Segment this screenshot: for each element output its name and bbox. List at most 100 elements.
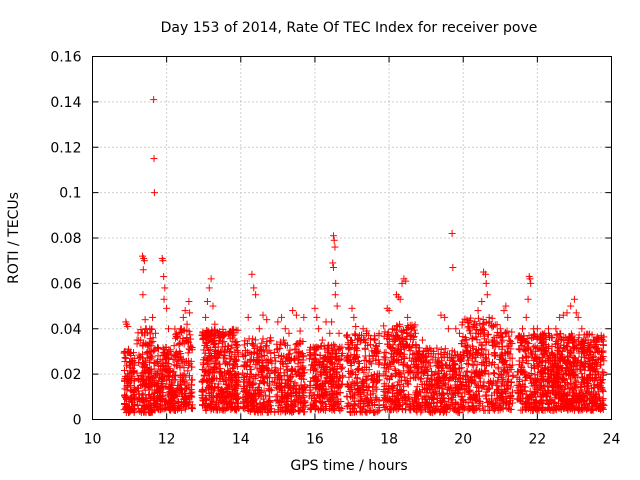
data-point [135, 384, 143, 392]
data-point [126, 407, 134, 415]
data-point [138, 329, 146, 337]
data-point [127, 349, 135, 357]
data-point [500, 307, 508, 315]
data-point [165, 391, 173, 399]
data-point [147, 355, 155, 363]
data-point [150, 96, 158, 104]
data-point [527, 349, 535, 357]
data-point [404, 313, 412, 321]
data-point [136, 353, 144, 361]
data-point [444, 325, 452, 333]
data-point [146, 373, 154, 381]
x-tick-label: 18 [380, 432, 398, 448]
data-point [130, 406, 138, 414]
data-point [150, 189, 158, 197]
y-tick-label: 0.14 [50, 95, 81, 111]
data-point [552, 325, 560, 333]
data-point [527, 279, 535, 287]
data-point [180, 370, 188, 378]
data-point [255, 325, 263, 333]
data-point [125, 371, 133, 379]
data-point [142, 340, 150, 348]
y-tick-label: 0.06 [50, 276, 81, 292]
y-tick-label: 0.1 [59, 186, 81, 202]
data-point [350, 313, 358, 321]
x-tick-label: 22 [528, 432, 546, 448]
data-point [490, 370, 498, 378]
y-tick-label: 0.08 [50, 231, 81, 247]
data-point [171, 325, 179, 333]
data-point [149, 334, 157, 342]
data-point [370, 336, 378, 344]
data-point [417, 375, 425, 383]
data-point [480, 378, 488, 386]
data-point [122, 354, 130, 362]
data-point [483, 291, 491, 299]
data-point [129, 349, 137, 357]
data-point [329, 232, 337, 240]
data-point [504, 313, 512, 321]
data-point [248, 270, 256, 278]
data-point [326, 329, 334, 337]
data-point [143, 341, 151, 349]
data-point [574, 313, 582, 321]
data-point [121, 400, 129, 408]
data-point [332, 279, 340, 287]
data-point [160, 273, 168, 281]
data-point [252, 291, 260, 299]
data-point [154, 343, 162, 351]
data-point [121, 367, 129, 375]
data-point [120, 349, 128, 357]
y-tick-label: 0.04 [50, 322, 81, 338]
data-point [124, 407, 132, 415]
data-point [296, 327, 304, 335]
data-point [144, 382, 152, 390]
data-point [342, 332, 350, 340]
data-point [474, 307, 482, 315]
data-point [147, 339, 155, 347]
data-point [143, 394, 151, 402]
data-point [478, 298, 486, 306]
x-tick-label: 12 [158, 432, 176, 448]
data-point [141, 386, 149, 394]
x-tick-label: 24 [603, 432, 621, 448]
data-points [120, 96, 608, 417]
data-point [124, 370, 132, 378]
data-point [184, 367, 192, 375]
data-point [207, 275, 215, 283]
data-point [139, 291, 147, 299]
data-point [274, 318, 282, 326]
y-tick-label: 0.02 [50, 367, 81, 383]
data-point [544, 325, 552, 333]
data-point [292, 311, 300, 319]
data-point [335, 329, 343, 337]
data-point [360, 356, 368, 364]
data-point [151, 406, 159, 414]
data-point [205, 284, 213, 292]
data-point [285, 329, 293, 337]
data-point [163, 304, 171, 312]
data-point [179, 313, 187, 321]
data-point [570, 295, 578, 303]
data-point [402, 401, 410, 409]
data-point [508, 328, 516, 336]
x-axis-title: GPS time / hours [290, 458, 407, 474]
y-tick-label: 0 [73, 413, 82, 429]
data-point [452, 325, 460, 333]
data-point [145, 391, 153, 399]
data-point [139, 395, 147, 403]
data-point [164, 325, 172, 333]
data-point [329, 263, 337, 271]
data-point [474, 314, 482, 322]
data-point [506, 406, 514, 414]
x-tick-label: 20 [454, 432, 472, 448]
data-point [209, 302, 217, 310]
data-point [127, 393, 135, 401]
data-point [137, 325, 145, 333]
data-point [480, 406, 488, 414]
data-point [135, 359, 143, 367]
data-point [138, 390, 146, 398]
data-point [281, 325, 289, 333]
data-point [489, 369, 497, 377]
data-point [333, 302, 341, 310]
